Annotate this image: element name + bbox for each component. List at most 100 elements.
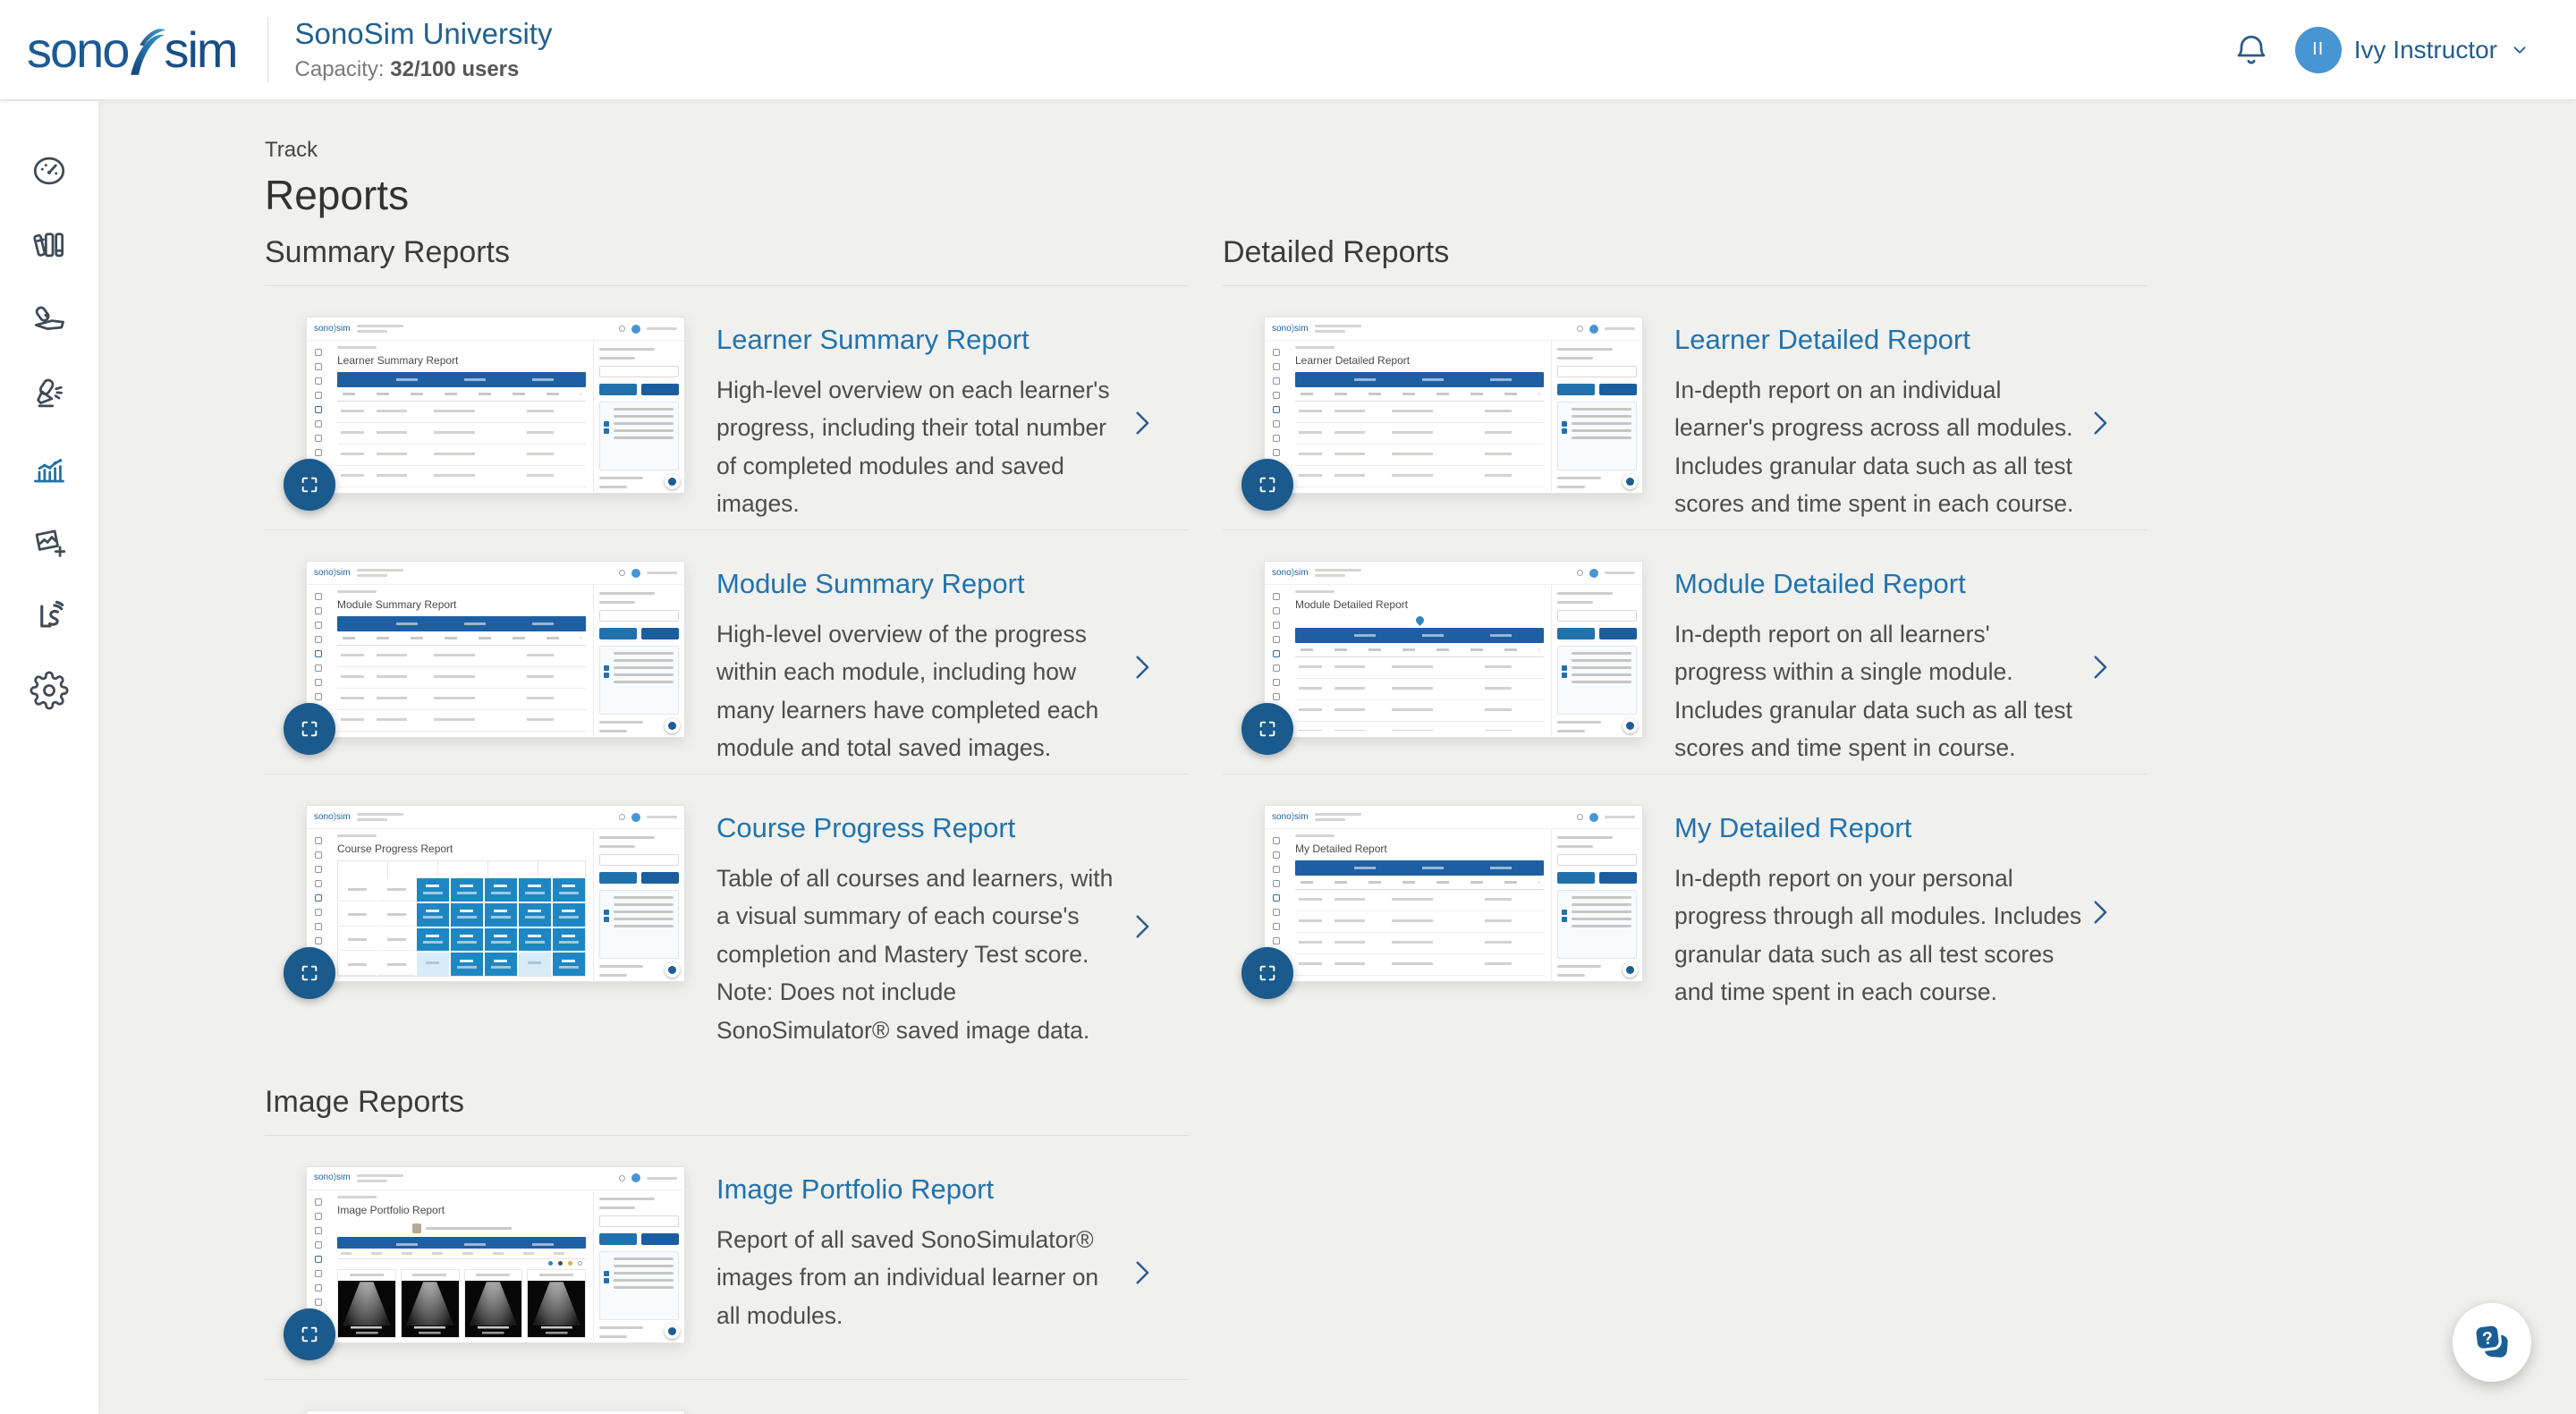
thumb-decor (614, 422, 674, 425)
thumb-decor (1557, 872, 1595, 884)
report-thumbnail[interactable]: sono)sim Learner Summary Report (284, 317, 685, 511)
report-thumbnail[interactable]: sono)sim My Detailed Report (1241, 805, 1643, 999)
report-card[interactable]: sono)sim Course Progress Report (265, 775, 1189, 1049)
thumb-decor (377, 878, 415, 902)
sidebar-item-saved-images[interactable] (29, 522, 70, 563)
thumb-decor (1295, 590, 1335, 593)
thumb-decor (647, 327, 677, 330)
card-title-link[interactable]: Module Summary Report (716, 568, 1025, 599)
card-title-link[interactable]: Course Progress Report (716, 812, 1016, 843)
sidebar-item-settings[interactable] (29, 671, 70, 712)
expand-thumbnail-button[interactable] (284, 703, 335, 755)
thumb-decor (338, 878, 376, 902)
card-description: In-depth report on an individual learner… (1674, 377, 2074, 518)
thumb-decor (315, 1212, 322, 1220)
expand-thumbnail-button[interactable] (1241, 459, 1293, 511)
report-card[interactable]: sono)sim Learner Summary Report (265, 286, 1189, 530)
thumb-mini-content (337, 616, 586, 732)
sidebar-item-livescan[interactable] (29, 597, 70, 638)
expand-icon (301, 721, 318, 737)
report-thumbnail[interactable]: sono)sim Module Summary Report (284, 561, 685, 755)
card-title-link[interactable]: Learner Detailed Report (1674, 324, 1970, 355)
card-title-link[interactable]: Module Detailed Report (1674, 568, 1966, 599)
thumb-mini-main: Module Detailed Report (1288, 585, 1551, 738)
thumb-decor (604, 428, 609, 434)
thumb-decor (417, 953, 449, 976)
thumb-decor (337, 590, 377, 593)
sidebar-item-library[interactable] (29, 225, 70, 267)
expand-thumbnail-button[interactable] (284, 459, 335, 511)
report-section: Summary Reports sono)sim (265, 235, 1189, 1049)
thumb-decor (315, 363, 322, 370)
thumb-decor (1562, 673, 1567, 678)
thumb-decor (1572, 673, 1631, 676)
thumb-decor (1485, 410, 1512, 487)
thumb-decor (1557, 836, 1614, 839)
card-text-block: Learner Summary Report High-level overvi… (716, 324, 1126, 523)
thumb-decor (614, 910, 674, 913)
expand-thumbnail-button[interactable] (1241, 703, 1293, 755)
thumb-decor (315, 679, 322, 686)
open-report-chevron-button[interactable] (1126, 835, 1158, 1019)
card-title-link[interactable]: Learner Summary Report (716, 324, 1030, 355)
thumb-decor (599, 1197, 656, 1200)
report-card[interactable]: sono)sim Learner Detailed Report (1223, 286, 2147, 530)
sidebar-item-scan-cases[interactable] (29, 374, 70, 415)
thumb-decor (1557, 965, 1601, 968)
thumb-decor (614, 903, 674, 906)
open-report-chevron-button[interactable] (1126, 576, 1158, 759)
expand-thumbnail-button[interactable] (1241, 947, 1293, 999)
thumb-decor (1273, 679, 1280, 686)
org-title-block: SonoSim University Capacity: 32/100 user… (295, 17, 553, 82)
thumb-decor (599, 477, 643, 479)
thumb-mini-buttons (1557, 628, 1637, 639)
gauge-icon (33, 157, 65, 185)
user-menu-button[interactable]: II Ivy Instructor (2294, 26, 2529, 73)
expand-thumbnail-button[interactable] (284, 1308, 335, 1360)
thumb-decor (301, 477, 309, 484)
open-report-chevron-button[interactable] (2084, 820, 2116, 1003)
thumb-mini-content (1295, 860, 1544, 977)
report-card[interactable]: sono)sim My Image Portfolio Report (265, 1380, 1189, 1414)
report-thumbnail[interactable]: sono)sim Course Progress Report (284, 805, 685, 999)
open-report-chevron-button[interactable] (1126, 332, 1158, 515)
report-card[interactable]: sono)sim My Detailed Report (1223, 775, 2147, 1019)
open-report-chevron-button[interactable] (1126, 1181, 1158, 1364)
thumb-decor (1295, 346, 1335, 349)
report-thumbnail[interactable]: sono)sim My Image Portfolio Report (306, 1410, 685, 1414)
thumb-decor (599, 1334, 628, 1338)
sidebar-item-track-reports[interactable] (29, 448, 70, 489)
thumb-decor (337, 860, 586, 878)
report-card[interactable]: sono)sim Module Summary Report (265, 530, 1189, 775)
card-title-link[interactable]: My Detailed Report (1674, 812, 1912, 843)
thumb-decor (568, 1260, 572, 1266)
expand-thumbnail-button[interactable] (284, 947, 335, 999)
report-card[interactable]: sono)sim Module Detailed Report (1223, 530, 2147, 775)
sidebar-item-hands-on-scan[interactable] (29, 300, 70, 341)
sonosim-logo[interactable]: sono sim (27, 24, 239, 75)
thumb-decor (315, 894, 322, 902)
card-title-link[interactable]: Image Portfolio Report (716, 1173, 995, 1205)
thumb-decor (377, 410, 407, 487)
thumb-decor (341, 410, 364, 487)
thumb-mini-filter-list (599, 646, 679, 715)
thumb-mini-avatar (631, 568, 640, 578)
report-card[interactable]: sono)sim Image Portfolio Report (265, 1136, 1189, 1380)
open-report-chevron-button[interactable] (2084, 332, 2116, 515)
thumb-decor (337, 878, 586, 977)
report-thumbnail[interactable]: sono)sim Image Portfolio Report (284, 1165, 685, 1360)
thumb-decor (1605, 816, 1635, 818)
thumb-decor (1562, 917, 1567, 922)
thumb-mini-logo: sono)sim (1272, 323, 1309, 334)
thumb-decor (301, 1326, 309, 1334)
report-thumbnail[interactable]: sono)sim Learner Detailed Report (1241, 317, 1643, 511)
open-report-chevron-button[interactable] (2084, 576, 2116, 759)
thumb-decor (315, 837, 322, 844)
thumb-decor (356, 325, 403, 333)
sidebar-item-dashboard[interactable] (29, 151, 70, 192)
thumb-decor (401, 1269, 459, 1281)
notifications-button[interactable] (2231, 30, 2272, 71)
help-button[interactable]: ? (2453, 1303, 2531, 1382)
report-thumbnail[interactable]: sono)sim Module Detailed Report (1241, 561, 1643, 755)
thumb-mini-body: Module Summary Report (307, 585, 684, 738)
